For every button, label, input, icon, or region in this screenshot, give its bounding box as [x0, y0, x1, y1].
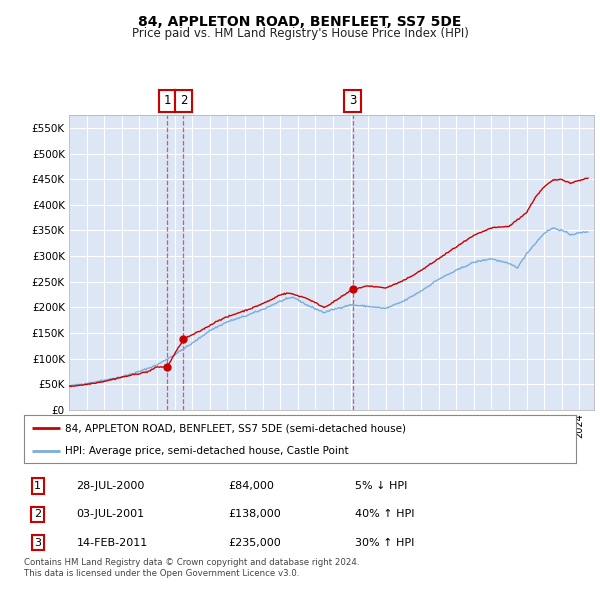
Text: HPI: Average price, semi-detached house, Castle Point: HPI: Average price, semi-detached house,…	[65, 446, 349, 456]
Text: 1: 1	[163, 94, 171, 107]
Text: This data is licensed under the Open Government Licence v3.0.: This data is licensed under the Open Gov…	[24, 569, 299, 578]
Text: Contains HM Land Registry data © Crown copyright and database right 2024.: Contains HM Land Registry data © Crown c…	[24, 558, 359, 566]
Text: 5% ↓ HPI: 5% ↓ HPI	[355, 481, 407, 491]
Text: 28-JUL-2000: 28-JUL-2000	[76, 481, 145, 491]
Text: 84, APPLETON ROAD, BENFLEET, SS7 5DE: 84, APPLETON ROAD, BENFLEET, SS7 5DE	[139, 15, 461, 29]
Text: 3: 3	[34, 537, 41, 548]
Text: £138,000: £138,000	[228, 509, 281, 519]
Text: £84,000: £84,000	[228, 481, 274, 491]
Text: 14-FEB-2011: 14-FEB-2011	[76, 537, 148, 548]
Text: 1: 1	[34, 481, 41, 491]
Text: 84, APPLETON ROAD, BENFLEET, SS7 5DE (semi-detached house): 84, APPLETON ROAD, BENFLEET, SS7 5DE (se…	[65, 423, 406, 433]
Text: 03-JUL-2001: 03-JUL-2001	[76, 509, 145, 519]
Text: 2: 2	[179, 94, 187, 107]
Text: 30% ↑ HPI: 30% ↑ HPI	[355, 537, 415, 548]
Text: 40% ↑ HPI: 40% ↑ HPI	[355, 509, 415, 519]
Text: 3: 3	[349, 94, 356, 107]
Text: Price paid vs. HM Land Registry's House Price Index (HPI): Price paid vs. HM Land Registry's House …	[131, 27, 469, 40]
Text: £235,000: £235,000	[228, 537, 281, 548]
Text: 2: 2	[34, 509, 41, 519]
